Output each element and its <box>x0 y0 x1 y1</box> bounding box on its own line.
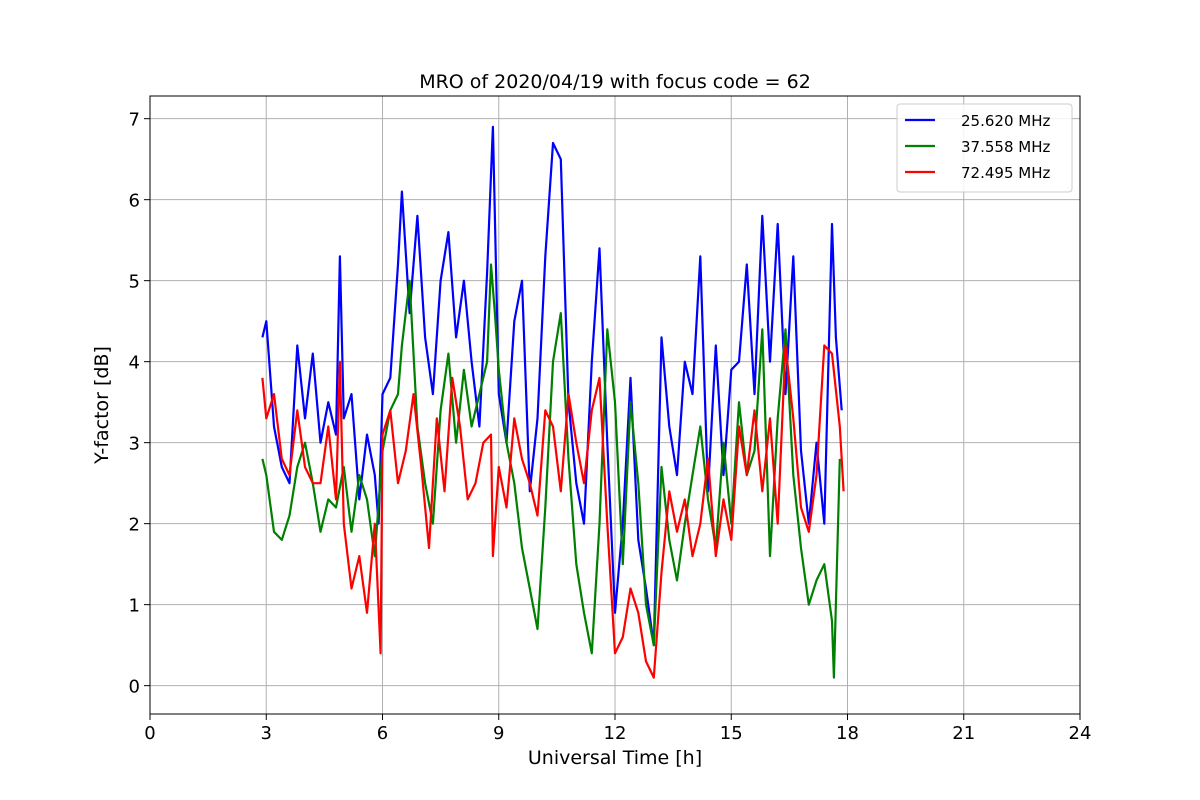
legend-label: 25.620 MHz <box>961 112 1050 130</box>
x-tick-label: 21 <box>952 723 975 744</box>
series-line-1 <box>261 125 843 647</box>
y-tick-label: 5 <box>129 272 140 293</box>
y-tick-label: 3 <box>129 434 140 455</box>
y-tick-label: 2 <box>129 515 140 536</box>
x-tick-label: 0 <box>144 723 155 744</box>
y-tick-label: 4 <box>129 353 140 374</box>
y-tick-label: 6 <box>129 191 140 212</box>
x-axis-label: Universal Time [h] <box>528 747 702 769</box>
x-tick-label: 9 <box>493 723 504 744</box>
legend: 25.620 MHz 37.558 MHz 72.495 MHz <box>896 103 1073 193</box>
legend-label: 72.495 MHz <box>961 164 1050 182</box>
x-tick-label: 3 <box>261 723 272 744</box>
legend-label: 37.558 MHz <box>961 138 1050 156</box>
series-lines <box>261 125 845 679</box>
y-tick-label: 7 <box>129 110 140 131</box>
x-tick-label: 12 <box>604 723 627 744</box>
chart-title: MRO of 2020/04/19 with focus code = 62 <box>419 71 811 93</box>
y-axis-label: Y-factor [dB] <box>91 346 113 465</box>
x-tick-label: 24 <box>1069 723 1092 744</box>
x-tick-label: 15 <box>720 723 743 744</box>
x-tick-label: 6 <box>377 723 388 744</box>
legend-box <box>896 103 1073 193</box>
series-line-3 <box>261 344 845 679</box>
y-tick-label: 0 <box>129 677 140 698</box>
x-tick-label: 18 <box>836 723 859 744</box>
y-tick-label: 1 <box>129 596 140 617</box>
